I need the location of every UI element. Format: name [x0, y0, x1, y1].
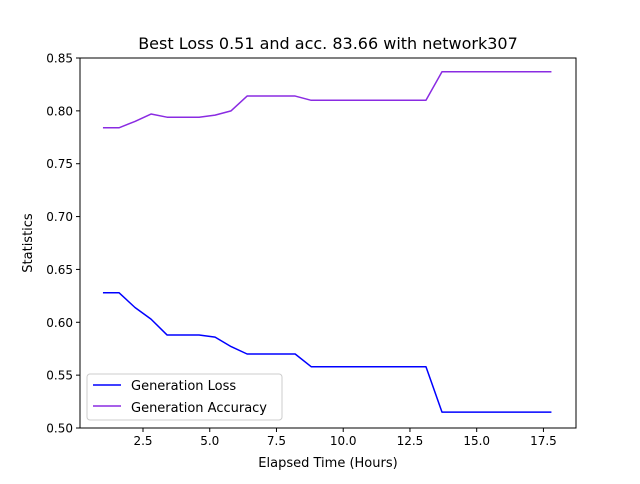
y-tick-label: 0.60 [46, 316, 73, 330]
x-tick-label: 5.0 [200, 434, 219, 448]
chart-title: Best Loss 0.51 and acc. 83.66 with netwo… [138, 34, 518, 53]
series-line-generation-accuracy [102, 70, 552, 129]
y-tick-label: 0.75 [46, 157, 73, 171]
series-line-generation-loss [102, 291, 552, 413]
x-tick-label: 17.5 [530, 434, 557, 448]
x-tick-label: 2.5 [133, 434, 152, 448]
x-axis: 2.5 5.0 7.5 10.0 12.5 15.0 17.5 [133, 428, 557, 448]
legend-label-loss: Generation Loss [131, 379, 236, 394]
x-tick-label: 12.5 [397, 434, 424, 448]
legend-box [86, 373, 283, 421]
y-axis-label: Statistics [21, 213, 36, 273]
plot-frame [79, 57, 577, 429]
legend-label-accuracy: Generation Accuracy [131, 401, 267, 416]
series-layer [102, 70, 552, 413]
y-tick-label: 0.55 [46, 369, 73, 383]
x-tick-label: 7.5 [267, 434, 286, 448]
x-tick-label: 15.0 [463, 434, 490, 448]
y-tick-label: 0.85 [46, 52, 73, 66]
y-tick-label: 0.50 [46, 422, 73, 436]
plot-area [79, 57, 577, 429]
y-tick-label: 0.80 [46, 104, 73, 118]
x-tick-label: 10.0 [330, 434, 357, 448]
legend: Generation Loss Generation Accuracy [86, 373, 283, 421]
y-axis: 0.50 0.55 0.60 0.65 0.70 0.75 0.80 0.85 [46, 52, 80, 436]
x-axis-label: Elapsed Time (Hours) [258, 456, 397, 471]
y-tick-label: 0.65 [46, 263, 73, 277]
plot-background [80, 58, 576, 428]
y-tick-label: 0.70 [46, 210, 73, 224]
